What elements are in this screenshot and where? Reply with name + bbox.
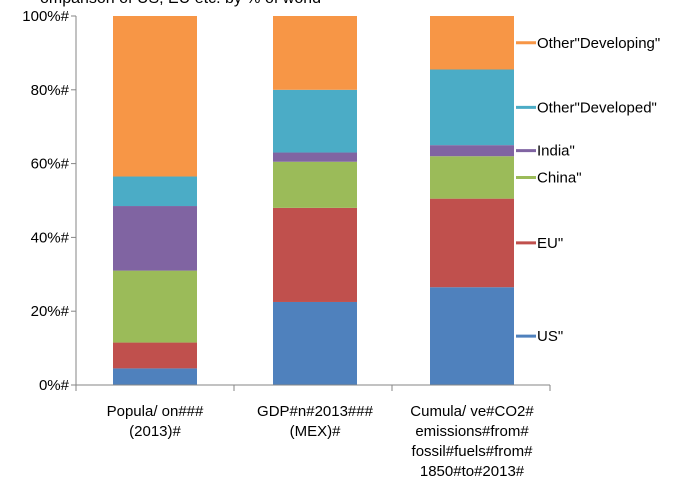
x-category-label: GDP#n#2013### (MEX)# <box>257 403 374 440</box>
bar-segment-0-1 <box>113 342 197 369</box>
bar-segment-1-2 <box>273 161 357 208</box>
bar-segment-0-5 <box>113 16 197 177</box>
bar-segment-1-0 <box>273 301 357 385</box>
chart-title-cropped: omparison of US, EU etc. by % of world <box>40 0 321 8</box>
bar-segment-2-4 <box>430 69 514 146</box>
legend-label: Other"Developed" <box>537 99 657 116</box>
bar-segment-2-1 <box>430 198 514 288</box>
legend-label: India" <box>537 143 575 160</box>
legend-label: EU" <box>537 235 563 252</box>
bar-segment-2-5 <box>430 16 514 70</box>
legend-layer: US" EU" China" India" Other"Developed" Other"… <box>516 35 660 345</box>
y-tick-label: 60%# <box>31 156 70 173</box>
x-category-label-line: (2013)# <box>129 423 181 440</box>
bar-segment-1-4 <box>273 89 357 153</box>
bar-segment-2-2 <box>430 156 514 199</box>
x-category-label: Cumula/ ve#CO2# emissions#from# fossil#fue… <box>410 403 534 480</box>
legend-label: Other"Developing" <box>537 35 660 52</box>
bar-segment-2-3 <box>430 145 514 157</box>
legend-label: US" <box>537 328 563 345</box>
bar-segment-0-4 <box>113 176 197 207</box>
bar-segment-1-3 <box>273 152 357 162</box>
x-category-label-line: GDP#n#2013### <box>257 403 374 420</box>
y-tick-label: 80%# <box>31 82 70 99</box>
x-category-label-line: 1850#to#2013# <box>420 463 525 480</box>
x-category-label-line: emissions#from# <box>415 423 529 440</box>
y-tick-label: 20%# <box>31 303 70 320</box>
x-category-label-line: fossil#fuels#from# <box>412 443 534 460</box>
bar-segment-0-2 <box>113 270 197 343</box>
y-tick-label: 40%# <box>31 229 70 246</box>
bar-segment-0-3 <box>113 206 197 271</box>
y-tick-label: 0%# <box>39 377 70 394</box>
bar-segment-1-5 <box>273 16 357 90</box>
bars-layer <box>113 16 514 385</box>
x-category-label: Popula/ on### (2013)# <box>107 403 204 440</box>
axes-layer: 0%# 20%# 40%# 60%# 80%# 100%# Popula/ on### (20… <box>22 8 551 480</box>
y-tick-label: 100%# <box>22 8 69 25</box>
x-category-label-line: (MEX)# <box>290 423 341 440</box>
bar-segment-1-1 <box>273 207 357 302</box>
x-category-label-line: Popula/ on### <box>107 403 204 420</box>
bar-segment-2-0 <box>430 287 514 385</box>
legend-label: China" <box>537 169 582 186</box>
bar-segment-0-0 <box>113 368 197 385</box>
x-category-label-line: Cumula/ ve#CO2# <box>410 403 534 420</box>
